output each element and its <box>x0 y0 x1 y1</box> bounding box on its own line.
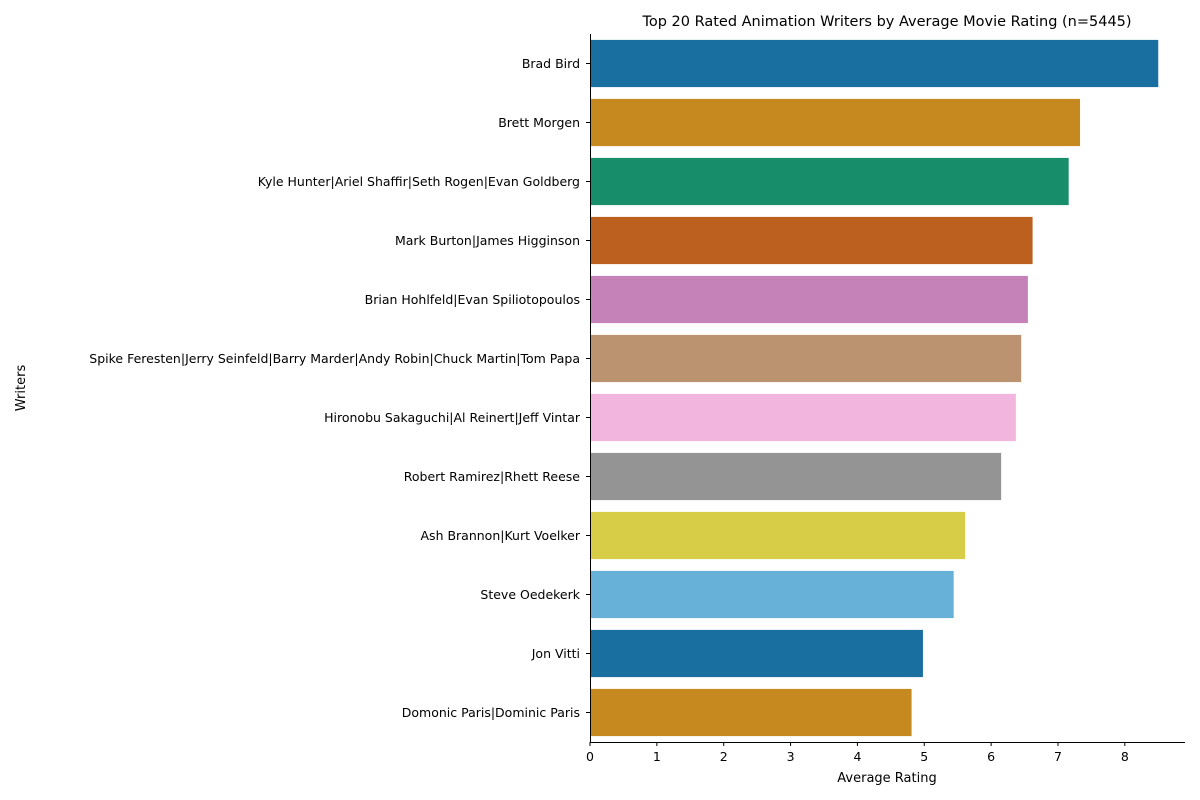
y-tick-label: Domonic Paris|Dominic Paris <box>402 705 580 720</box>
x-tick-label: 4 <box>853 749 861 764</box>
bar <box>590 570 954 619</box>
x-tick-label: 1 <box>653 749 661 764</box>
bar <box>590 452 1002 501</box>
y-tick-label: Hironobu Sakaguchi|Al Reinert|Jeff Vinta… <box>324 410 581 425</box>
x-tick-label: 5 <box>920 749 928 764</box>
bar <box>590 157 1069 206</box>
y-tick-label: Jon Vitti <box>531 646 580 661</box>
bar <box>590 511 966 560</box>
bar <box>590 98 1081 147</box>
bar <box>590 216 1033 265</box>
y-tick-label: Brian Hohlfeld|Evan Spiliotopoulos <box>365 292 580 307</box>
y-axis-label: Writers <box>14 365 29 412</box>
y-tick-label: Spike Feresten|Jerry Seinfeld|Barry Mard… <box>89 351 580 366</box>
x-tick-label: 0 <box>586 749 594 764</box>
bar <box>590 629 923 678</box>
y-tick-label: Kyle Hunter|Ariel Shaffir|Seth Rogen|Eva… <box>258 174 580 189</box>
bar <box>590 275 1028 324</box>
x-tick-labels: 0 1 2 3 4 5 6 7 8 <box>586 742 1129 764</box>
y-tick-label: Mark Burton|James Higginson <box>395 233 580 248</box>
y-tick-labels: Brad Bird Brett Morgen Kyle Hunter|Ariel S… <box>89 56 590 720</box>
x-tick-label: 8 <box>1121 749 1129 764</box>
y-tick-label: Robert Ramirez|Rhett Reese <box>404 469 581 484</box>
bar <box>590 334 1022 383</box>
x-tick-label: 7 <box>1054 749 1062 764</box>
y-tick-label: Ash Brannon|Kurt Voelker <box>421 528 581 543</box>
bar <box>590 688 912 737</box>
y-tick-label: Brett Morgen <box>498 115 580 130</box>
x-tick-label: 6 <box>987 749 995 764</box>
y-tick-label: Brad Bird <box>522 56 580 71</box>
bar <box>590 393 1016 442</box>
chart-title: Top 20 Rated Animation Writers by Averag… <box>641 14 1131 30</box>
y-tick-label: Steve Oedekerk <box>480 587 580 602</box>
x-tick-label: 2 <box>720 749 728 764</box>
bar <box>590 39 1159 88</box>
x-axis-label: Average Rating <box>837 771 936 786</box>
bars-layer <box>590 39 1159 737</box>
x-tick-label: 3 <box>787 749 795 764</box>
